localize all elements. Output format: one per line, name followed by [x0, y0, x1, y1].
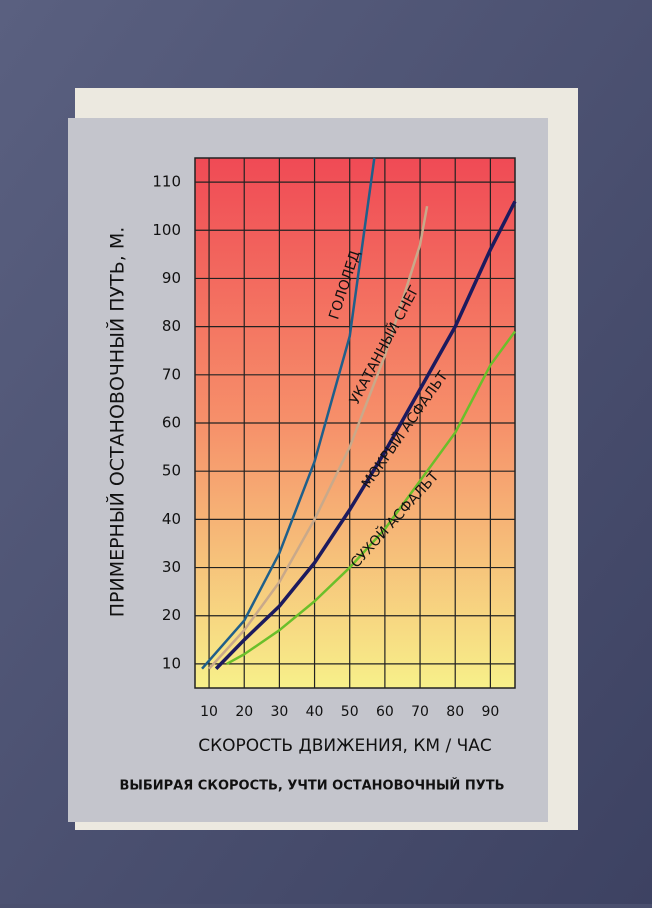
y-tick-label: 10	[162, 654, 181, 672]
y-tick-label: 100	[152, 221, 181, 239]
y-tick-label: 20	[162, 606, 181, 624]
caption: ВЫБИРАЯ СКОРОСТЬ, УЧТИ ОСТАНОВОЧНЫЙ ПУТЬ	[119, 778, 504, 794]
y-tick-label: 110	[152, 173, 181, 191]
x-tick-label: 20	[235, 704, 253, 720]
y-tick-label: 60	[162, 414, 181, 432]
y-tick-label: 50	[162, 462, 181, 480]
y-tick-label: 70	[162, 365, 181, 383]
x-axis-label: СКОРОСТЬ ДВИЖЕНИЯ, КМ / ЧАС	[198, 736, 492, 756]
x-tick-label: 40	[306, 704, 324, 720]
plot-border	[194, 157, 516, 689]
y-tick-label: 90	[162, 269, 181, 287]
x-tick-label: 30	[270, 704, 288, 720]
x-tick-label: 60	[376, 704, 394, 720]
y-tick-label: 30	[162, 558, 181, 576]
series-line	[201, 157, 376, 670]
series-line	[214, 200, 517, 670]
x-tick-label: 70	[411, 704, 429, 720]
y-axis-label: ПРИМЕРНЫЙ ОСТАНОВОЧНЫЙ ПУТЬ, М.	[106, 227, 129, 618]
y-tick-label: 80	[162, 317, 181, 335]
x-tick-label: 50	[341, 704, 359, 720]
x-tick-label: 90	[481, 704, 499, 720]
x-tick-label: 10	[200, 704, 218, 720]
series-line	[208, 205, 429, 670]
y-tick-label: 40	[162, 510, 181, 528]
x-tick-label: 80	[446, 704, 464, 720]
series-line	[226, 330, 517, 666]
